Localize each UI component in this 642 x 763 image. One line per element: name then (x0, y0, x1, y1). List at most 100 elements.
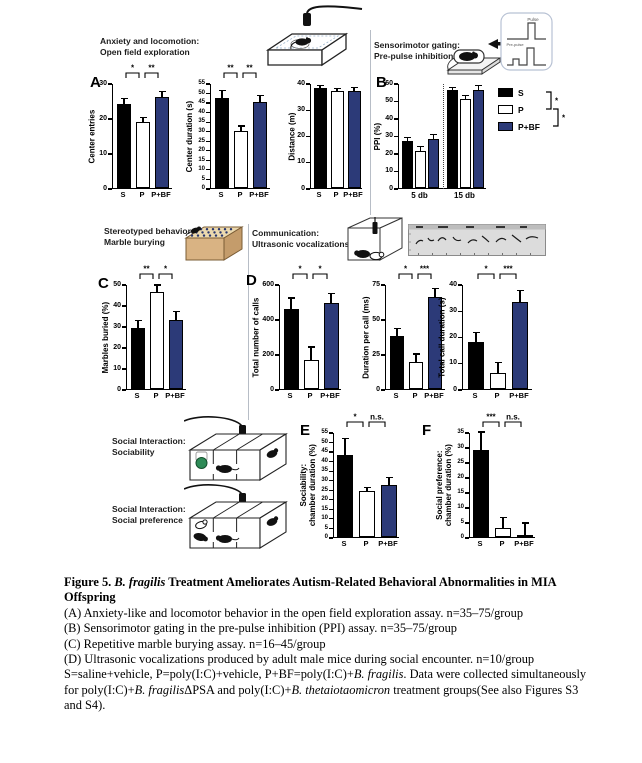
category-label: P (412, 391, 418, 400)
bar-S (337, 454, 353, 537)
y-axis-ticks: 0 10 20 30 40 (448, 281, 462, 393)
bar-P (460, 98, 471, 188)
chart-marbles-buried: Marbles buried (%) 0 10 20 30 40 50 S P P+BF ** * (100, 263, 186, 406)
bar-S (131, 328, 145, 389)
tick-mark (306, 83, 310, 85)
svg-text:***: *** (420, 265, 430, 274)
plot-area (310, 84, 362, 189)
tick-label: 40 (321, 457, 328, 464)
tick-mark (329, 451, 333, 453)
error-cap (430, 134, 437, 136)
error-bar (434, 288, 436, 297)
plot-area (279, 285, 341, 390)
error-cap (494, 362, 502, 364)
bar-P+BF (323, 303, 339, 389)
tick-label: 30 (385, 132, 393, 140)
chart-duration-per-call: Duration per call (ms) 0 25 50 75 S P P+BF * *** (360, 263, 445, 406)
bar-S (117, 104, 131, 188)
error-bar (432, 134, 435, 139)
tick-mark (206, 178, 210, 181)
error-bar (175, 311, 177, 320)
tick-label: 20 (385, 149, 393, 157)
category-label: S (134, 391, 140, 400)
plot-area (112, 84, 172, 189)
tick-mark (465, 447, 469, 449)
usv-call-traces (415, 234, 539, 245)
category-label: P (333, 190, 339, 199)
tick-mark (458, 284, 462, 286)
svg-text:*: * (164, 265, 168, 274)
tick-mark (108, 153, 112, 155)
legend-swatch-p (498, 105, 513, 114)
plot-area (385, 285, 445, 390)
tick-mark (122, 305, 126, 307)
tick-mark (122, 284, 126, 286)
bar-P (234, 130, 248, 188)
tick-label: 25 (321, 486, 328, 493)
open-field-header: Anxiety and locomotion: Open field explo… (100, 36, 200, 58)
caption-line-d: (D) Ultrasonic vocalizations produced by… (64, 651, 535, 666)
tick-mark (206, 131, 210, 133)
chart-sociability: Sociability: chamber duration (%) 0 5 10 15 2… (296, 411, 399, 554)
tick-label: 30 (198, 128, 205, 134)
tick-mark (329, 518, 333, 520)
panel-label-f: F (422, 422, 432, 439)
tick-label: 25 (198, 137, 205, 144)
error-cap (393, 328, 401, 330)
category-label: P+BF (424, 391, 444, 400)
divider-openfield-ppi (370, 30, 372, 215)
tick-label: 10 (297, 158, 305, 166)
svg-text:***: *** (486, 413, 496, 422)
tick-label: 0 (103, 184, 107, 192)
tick-label: 20 (297, 132, 305, 140)
tick-label: 0 (117, 385, 121, 393)
error-cap (475, 85, 482, 87)
y-axis-ticks: 0 10 20 30 40 50 60 (384, 80, 398, 192)
chart-social-preference: Social preference: chamber duration (%) 0… (432, 411, 535, 554)
tick-label: 45 (321, 448, 328, 455)
bar-P+BF (473, 90, 484, 188)
legend-swatch-pbf (498, 122, 513, 131)
tick-label: 50 (321, 438, 328, 445)
tick-mark (329, 480, 333, 482)
tick-label: 0 (270, 385, 274, 393)
category-label: P+BF (509, 391, 529, 400)
plot-area (469, 431, 535, 538)
tick-mark (465, 537, 469, 539)
tick-mark (206, 121, 210, 123)
legend-label-s: S (518, 87, 524, 98)
error-cap (417, 146, 424, 148)
bar-P (150, 292, 164, 389)
chart-ppi: PPI (%) 0 10 20 30 40 50 60 5 db 15 db (372, 62, 486, 205)
panel-label-a: A (90, 74, 101, 91)
y-axis-label: Total number of calls (251, 297, 261, 378)
tick-mark (122, 389, 126, 391)
bar-P (359, 491, 375, 537)
bar-P (136, 121, 150, 188)
error-bar (330, 293, 332, 304)
chart-center-entries: Center entries 0 10 20 30 S P P+BF * ** (86, 62, 172, 205)
svg-text:***: *** (503, 265, 513, 274)
tick-label: 25 (457, 459, 464, 466)
error-bar (161, 91, 163, 97)
error-bar (502, 517, 504, 528)
marbles (190, 228, 233, 237)
error-bar (451, 87, 454, 90)
tick-label: 55 (198, 80, 205, 87)
tick-mark (108, 83, 112, 85)
tick-mark (329, 527, 333, 530)
tick-label: 35 (321, 467, 328, 474)
tick-mark (329, 499, 333, 501)
tick-label: 40 (113, 301, 121, 309)
category-label: P+BF (249, 190, 269, 199)
tick-label: 10 (99, 149, 107, 157)
tick-label: 35 (198, 118, 205, 125)
tick-label: 10 (449, 359, 457, 367)
error-cap (218, 90, 226, 92)
category-label: P+BF (165, 391, 185, 400)
legend-row-p: P (498, 101, 540, 118)
category-label: S (316, 190, 322, 199)
bar-S (313, 88, 327, 188)
tick-mark (122, 368, 126, 370)
